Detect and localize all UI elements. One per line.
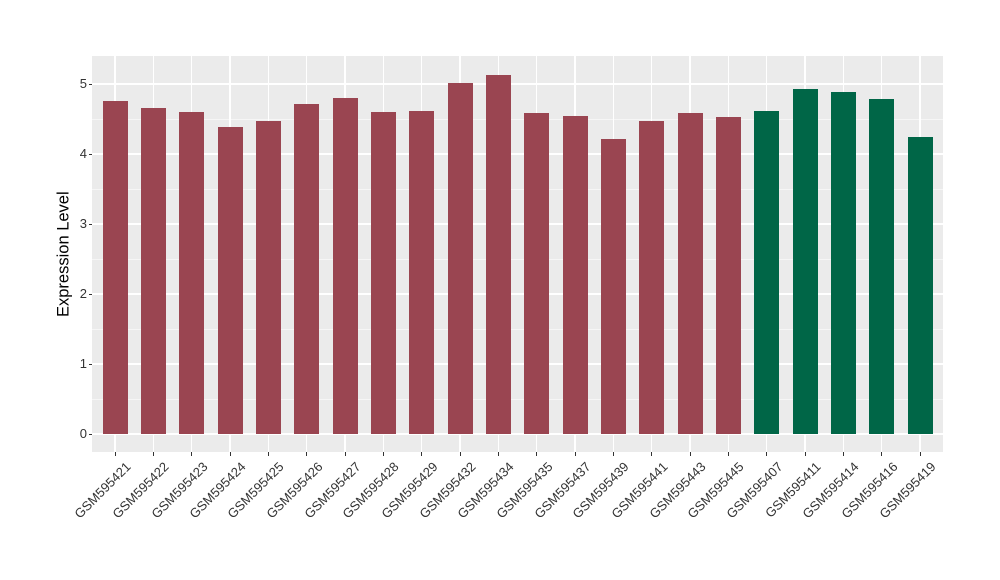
x-tick-mark xyxy=(421,452,423,456)
gridline-minor-horizontal xyxy=(92,398,943,400)
y-tick-mark xyxy=(89,153,92,155)
x-tick-mark xyxy=(919,452,921,456)
bar-GSM595443 xyxy=(677,113,703,434)
bar-GSM595445 xyxy=(715,116,741,434)
y-tick-label: 2 xyxy=(79,286,87,301)
bar-GSM595432 xyxy=(447,83,473,434)
gridline-minor-horizontal xyxy=(92,328,943,330)
y-tick-label: 3 xyxy=(79,216,87,231)
x-tick-mark xyxy=(804,452,806,456)
y-tick-mark xyxy=(89,433,92,435)
y-tick-label: 4 xyxy=(79,146,87,161)
gridline-major-horizontal xyxy=(92,433,943,435)
y-tick-label: 1 xyxy=(79,356,87,371)
x-tick-mark xyxy=(881,452,883,456)
x-tick-mark xyxy=(229,452,231,456)
gridline-major-horizontal xyxy=(92,153,943,155)
y-tick-label: 5 xyxy=(79,76,87,91)
y-tick-mark xyxy=(89,363,92,365)
bar-GSM595422 xyxy=(140,107,166,434)
bar-GSM595425 xyxy=(255,121,281,434)
bar-GSM595429 xyxy=(409,110,435,434)
bar-GSM595424 xyxy=(217,126,243,434)
bar-GSM595419 xyxy=(907,136,933,434)
x-tick-mark xyxy=(689,452,691,456)
bar-GSM595427 xyxy=(332,98,358,434)
x-tick-mark xyxy=(382,452,384,456)
bar-GSM595435 xyxy=(524,112,550,434)
x-tick-mark xyxy=(152,452,154,456)
x-tick-mark xyxy=(612,452,614,456)
x-tick-mark xyxy=(306,452,308,456)
bar-GSM595407 xyxy=(754,110,780,434)
gridline-major-horizontal xyxy=(92,223,943,225)
gridline-minor-horizontal xyxy=(92,258,943,260)
plot-panel xyxy=(92,56,943,452)
x-tick-mark xyxy=(766,452,768,456)
x-tick-mark xyxy=(344,452,346,456)
x-tick-mark xyxy=(651,452,653,456)
y-tick-label: 0 xyxy=(79,426,87,441)
gridline-major-horizontal xyxy=(92,83,943,85)
x-tick-mark xyxy=(267,452,269,456)
x-tick-mark xyxy=(842,452,844,456)
bar-GSM595437 xyxy=(562,115,588,434)
bar-GSM595411 xyxy=(792,88,818,434)
bar-GSM595441 xyxy=(639,121,665,434)
x-tick-mark xyxy=(536,452,538,456)
x-tick-mark xyxy=(114,452,116,456)
x-tick-mark xyxy=(727,452,729,456)
bar-GSM595414 xyxy=(830,91,856,434)
x-tick-mark xyxy=(191,452,193,456)
y-tick-mark xyxy=(89,83,92,85)
bar-GSM595416 xyxy=(869,98,895,434)
y-tick-mark xyxy=(89,223,92,225)
bar-GSM595434 xyxy=(485,74,511,434)
bar-GSM595421 xyxy=(102,100,128,434)
x-tick-mark xyxy=(459,452,461,456)
y-tick-mark xyxy=(89,293,92,295)
bar-GSM595423 xyxy=(179,112,205,434)
x-tick-mark xyxy=(574,452,576,456)
gridline-major-horizontal xyxy=(92,293,943,295)
gridline-major-horizontal xyxy=(92,363,943,365)
x-tick-mark xyxy=(497,452,499,456)
bar-GSM595439 xyxy=(600,138,626,434)
gridline-minor-horizontal xyxy=(92,188,943,190)
y-axis-title: Expression Level xyxy=(54,191,73,317)
bar-GSM595428 xyxy=(370,112,396,434)
bar-GSM595426 xyxy=(294,103,320,434)
gridline-minor-horizontal xyxy=(92,118,943,120)
